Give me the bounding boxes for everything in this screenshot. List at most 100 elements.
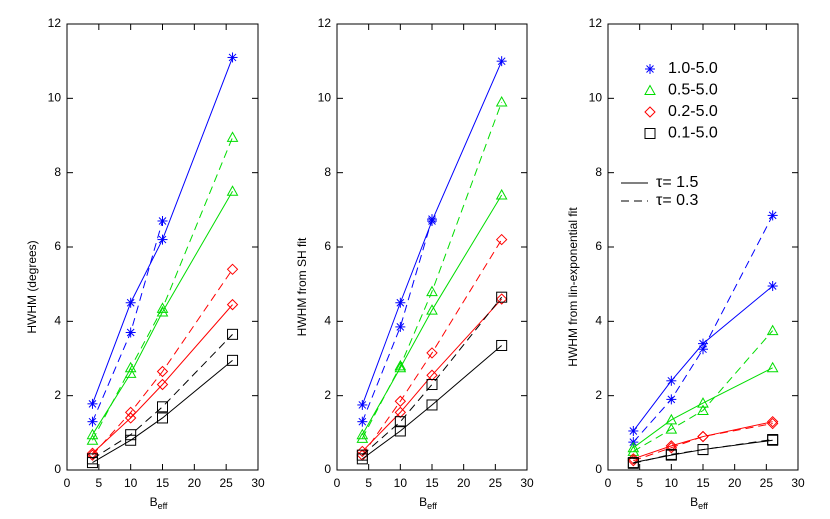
y-tick-label: 8 xyxy=(595,165,602,179)
y-tick-label: 2 xyxy=(54,388,61,402)
legend-label: 0.1-5.0 xyxy=(668,125,718,142)
marker xyxy=(495,96,508,107)
marker xyxy=(665,440,678,452)
y-tick-label: 8 xyxy=(324,165,331,179)
marker xyxy=(698,344,708,355)
line-dashed xyxy=(632,215,774,443)
marker xyxy=(157,412,168,424)
x-tick-label: 5 xyxy=(636,476,643,490)
marker xyxy=(426,379,438,391)
x-tick-label: 0 xyxy=(605,476,612,490)
marker xyxy=(665,441,678,454)
marker xyxy=(426,347,438,359)
line-dashed xyxy=(92,137,233,441)
marker xyxy=(627,441,640,453)
x-tick-label: 25 xyxy=(760,476,774,490)
y-axis-label: HWHM from SH fit xyxy=(295,237,309,336)
x-tick-label: 30 xyxy=(251,476,265,490)
line-dashed xyxy=(361,101,503,439)
marker xyxy=(156,302,169,313)
panel: 0 2 4 6 8 10 12 0 5 10 15 20 25 30 Beff HWHM from SH fi… xyxy=(295,16,534,511)
x-axis-label: Beff xyxy=(150,495,168,511)
line-solid xyxy=(632,285,773,432)
x-tick-label: 20 xyxy=(728,476,742,490)
marker xyxy=(495,293,508,305)
marker xyxy=(496,291,508,303)
line-dashed xyxy=(362,296,503,456)
marker xyxy=(394,425,406,437)
marker xyxy=(157,401,168,413)
plot-area xyxy=(356,56,508,465)
marker xyxy=(156,306,169,317)
y-tick-label: 12 xyxy=(318,16,332,30)
y-axis-label: HWHM (degrees) xyxy=(25,240,39,333)
marker xyxy=(227,354,239,366)
marker xyxy=(226,298,239,311)
y-tick-label: 8 xyxy=(54,165,61,179)
x-axis-label: Beff xyxy=(690,495,708,511)
marker xyxy=(495,233,508,246)
line-solid xyxy=(362,345,502,460)
marker xyxy=(627,457,639,469)
x-tick-label: 15 xyxy=(696,476,710,490)
y-tick-label: 4 xyxy=(324,314,331,328)
marker xyxy=(124,361,137,373)
x-tick-label: 20 xyxy=(457,476,471,490)
y-tick-label: 2 xyxy=(595,388,602,402)
line-dashed xyxy=(361,239,503,456)
marker xyxy=(394,359,407,371)
x-label-main: B xyxy=(419,495,427,509)
y-tick-label: 6 xyxy=(54,239,61,253)
x-tick-label: 15 xyxy=(156,476,170,490)
x-label-main: B xyxy=(150,495,158,509)
line-solid xyxy=(92,190,233,435)
marker xyxy=(395,297,406,308)
y-tick-label: 10 xyxy=(318,91,332,105)
x-label-main: B xyxy=(690,495,698,509)
marker xyxy=(665,448,677,460)
marker xyxy=(767,210,778,221)
x-axis-label: Beff xyxy=(419,495,437,511)
line-solid xyxy=(633,367,773,449)
legend-marker xyxy=(644,106,656,118)
line-dashed xyxy=(92,269,233,456)
marker xyxy=(357,416,368,427)
legend-marker xyxy=(644,84,656,95)
marker xyxy=(125,297,136,308)
marker xyxy=(767,434,779,446)
x-tick-label: 10 xyxy=(124,476,138,490)
marker xyxy=(627,455,640,467)
marker xyxy=(697,444,709,456)
x-tick-label: 15 xyxy=(425,476,439,490)
panel: 0 2 4 6 8 10 12 0 5 10 15 20 25 30 Beff HWHM (degrees) xyxy=(25,16,265,511)
panel: 0 2 4 6 8 10 12 0 5 10 15 20 25 30 Beff HWHM from lin-e… xyxy=(566,16,805,511)
marker xyxy=(666,394,677,405)
marker xyxy=(226,263,239,276)
marker xyxy=(426,304,438,315)
marker xyxy=(227,328,239,340)
line-solid xyxy=(92,359,233,463)
y-axis-label: HWHM from lin-exponential fit xyxy=(566,207,580,367)
x-tick-label: 0 xyxy=(64,476,71,490)
marker xyxy=(125,327,136,338)
x-label-sub: eff xyxy=(698,501,708,511)
legend-label: τ= 1.5 xyxy=(656,174,698,191)
y-tick-label: 10 xyxy=(48,91,62,105)
marker xyxy=(426,369,438,381)
marker xyxy=(628,425,639,436)
y-tick-label: 4 xyxy=(595,314,602,328)
y-tick-label: 2 xyxy=(324,388,331,402)
y-tick-label: 12 xyxy=(589,16,603,30)
x-tick-label: 5 xyxy=(95,476,102,490)
plot-area xyxy=(627,210,779,469)
marker xyxy=(226,131,239,142)
x-tick-label: 25 xyxy=(219,476,233,490)
plot-frame xyxy=(66,23,259,471)
marker xyxy=(766,361,779,373)
x-tick-label: 0 xyxy=(334,476,341,490)
line-dashed xyxy=(633,330,774,452)
legend-label: τ= 0.3 xyxy=(656,192,698,209)
y-tick-label: 10 xyxy=(589,91,603,105)
line-solid xyxy=(92,304,233,454)
